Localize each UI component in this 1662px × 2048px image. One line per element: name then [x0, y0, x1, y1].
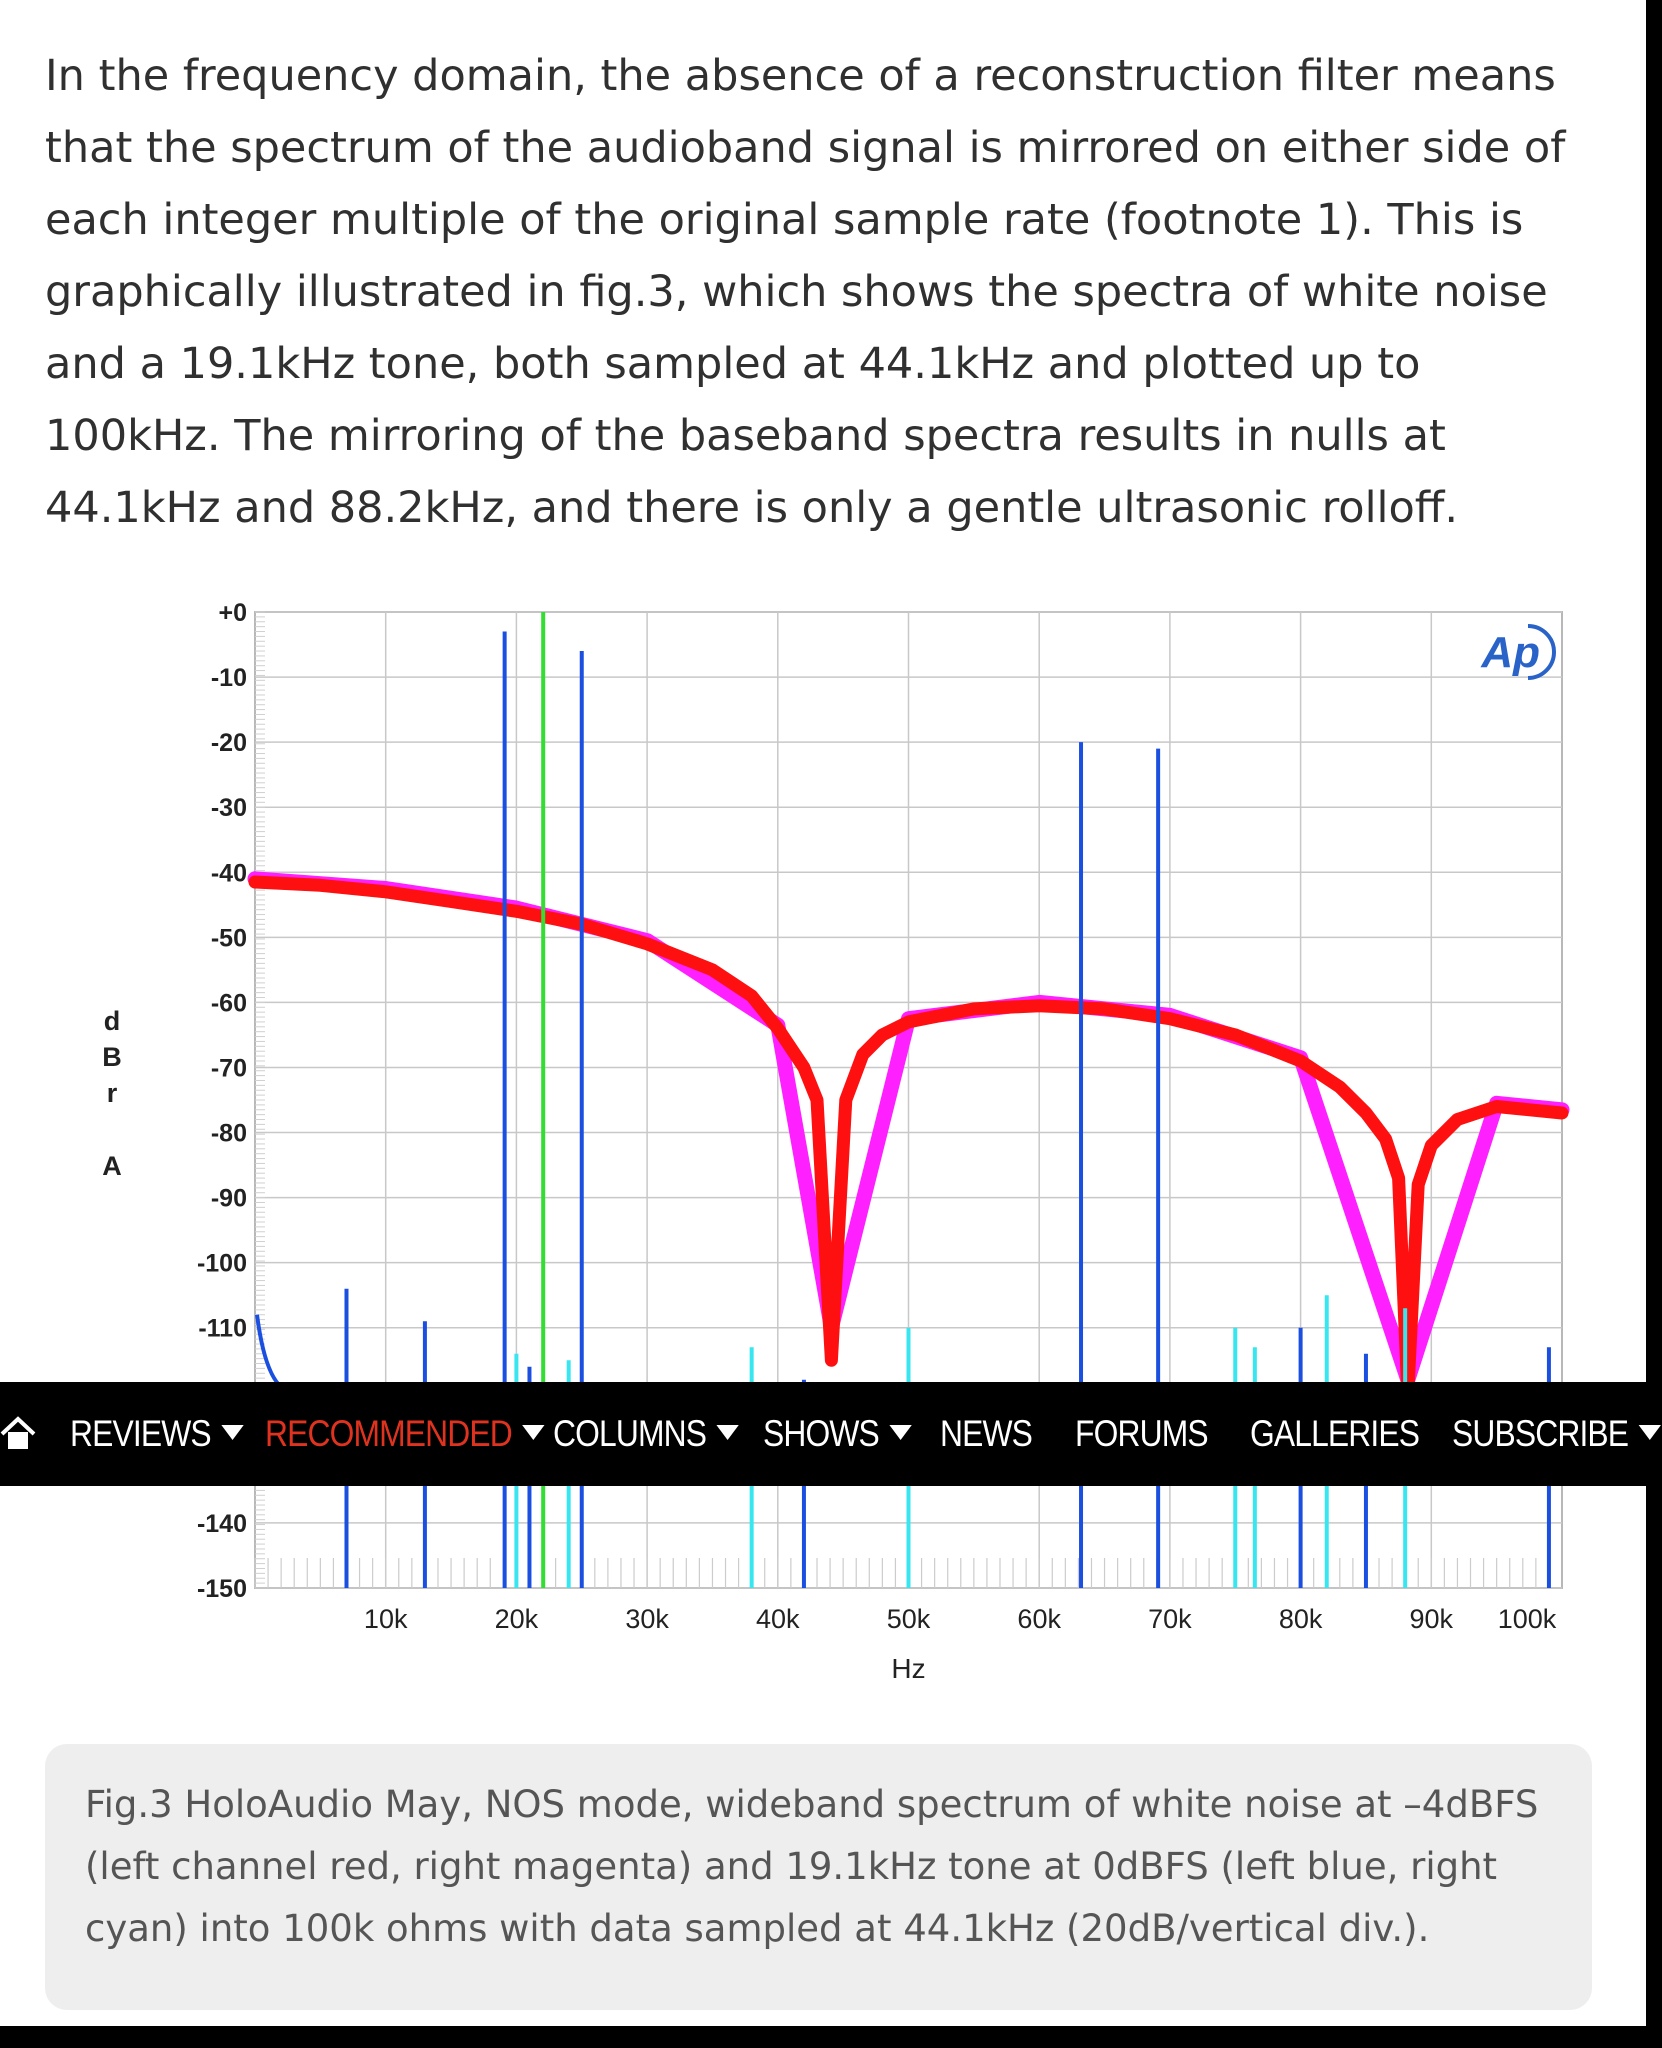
- nav-item-news[interactable]: NEWS: [940, 1382, 1033, 1486]
- x-axis-label: Hz: [891, 1653, 925, 1684]
- x-tick-label: 40k: [756, 1604, 800, 1634]
- nav-item-subscribe[interactable]: SUBSCRIBE: [1452, 1382, 1661, 1486]
- y-tick-label: -100: [197, 1250, 247, 1278]
- nav-item-label: COLUMNS: [553, 1413, 707, 1454]
- y-axis-label-letter: d: [104, 1006, 121, 1036]
- nav-item-label: GALLERIES: [1250, 1413, 1420, 1454]
- y-tick-label: -30: [211, 794, 247, 822]
- screen-edge-bottom: [0, 2026, 1662, 2048]
- nav-item-label: RECOMMENDED: [265, 1413, 513, 1454]
- figure-caption: Fig.3 HoloAudio May, NOS mode, wideband …: [85, 1783, 1539, 1950]
- caret-down-icon: [221, 1424, 244, 1440]
- caret-down-icon: [889, 1424, 912, 1440]
- nav-item-recommended[interactable]: RECOMMENDED: [265, 1382, 545, 1486]
- y-axis-label-letter: A: [102, 1151, 122, 1181]
- x-tick-label: 70k: [1148, 1604, 1192, 1634]
- x-tick-label: 80k: [1279, 1604, 1323, 1634]
- main-navbar: REVIEWS RECOMMENDED COLUMNS SHOWS NEWS FORUMS…: [0, 1382, 1661, 1486]
- y-tick-label: -80: [211, 1120, 247, 1148]
- nav-item-columns[interactable]: COLUMNS: [553, 1382, 739, 1486]
- x-tick-label: 20k: [495, 1604, 539, 1634]
- ap-logo-arc: [1527, 624, 1556, 680]
- ap-logo: Ap: [1480, 628, 1540, 677]
- nav-item-forums[interactable]: FORUMS: [1075, 1382, 1209, 1486]
- article-paragraph: In the frequency domain, the absence of …: [45, 51, 1566, 533]
- nav-item-label: SUBSCRIBE: [1452, 1413, 1629, 1454]
- y-tick-label: -150: [197, 1575, 247, 1603]
- nav-item-label: SHOWS: [763, 1413, 880, 1454]
- y-tick-label: -110: [198, 1315, 247, 1343]
- y-tick-label: -20: [211, 729, 247, 757]
- y-tick-label: +0: [218, 599, 247, 627]
- x-tick-label: 10k: [364, 1604, 408, 1634]
- y-tick-label: -10: [211, 664, 247, 692]
- y-axis-label-letter: B: [102, 1042, 122, 1072]
- y-tick-label: -140: [197, 1510, 247, 1538]
- nav-item-shows[interactable]: SHOWS: [763, 1382, 912, 1486]
- caret-down-icon: [716, 1424, 739, 1440]
- y-tick-label: -40: [211, 859, 247, 887]
- x-tick-label: 60k: [1017, 1604, 1061, 1634]
- y-tick-label: -50: [211, 924, 247, 952]
- caret-down-icon: [1638, 1424, 1661, 1440]
- nav-item-reviews[interactable]: REVIEWS: [70, 1382, 244, 1486]
- nav-item-label: NEWS: [940, 1413, 1033, 1454]
- x-tick-label: 100k: [1498, 1604, 1557, 1634]
- y-tick-label: -60: [211, 989, 247, 1017]
- screen-edge-right: [1646, 0, 1662, 2048]
- x-tick-label: 30k: [625, 1604, 669, 1634]
- y-tick-label: -90: [211, 1185, 247, 1213]
- caret-down-icon: [522, 1424, 545, 1440]
- nav-item-label: REVIEWS: [70, 1413, 212, 1454]
- x-tick-label: 90k: [1410, 1604, 1454, 1634]
- home-icon[interactable]: [0, 1416, 36, 1452]
- figure-caption-box: Fig.3 HoloAudio May, NOS mode, wideband …: [45, 1744, 1592, 2010]
- x-tick-label: 50k: [887, 1604, 931, 1634]
- nav-item-galleries[interactable]: GALLERIES: [1250, 1382, 1420, 1486]
- spectrum-chart: +0 -10 -20 -30 -40 -50 -60 -70 -80 -90 -100 -110 -14…: [102, 599, 1570, 1684]
- y-axis-label-letter: r: [107, 1078, 118, 1108]
- nav-item-label: FORUMS: [1075, 1413, 1209, 1454]
- y-tick-label: -70: [211, 1054, 247, 1082]
